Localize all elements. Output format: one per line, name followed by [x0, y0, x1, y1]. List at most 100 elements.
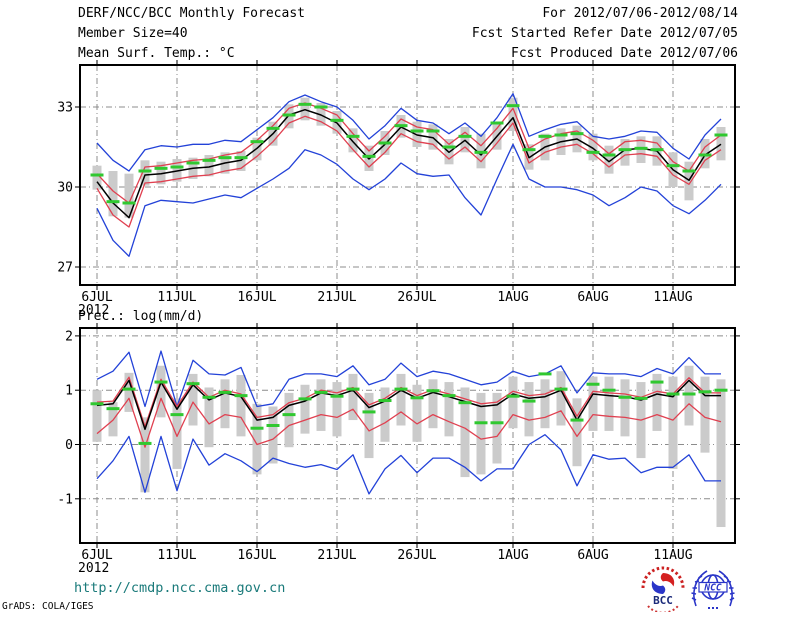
- spread-bar: [252, 403, 262, 475]
- observation-dash: [506, 394, 520, 398]
- observation-dash: [602, 388, 616, 392]
- observation-dash: [474, 421, 488, 425]
- observation-dash: [298, 102, 312, 106]
- bcc-arc-text-top: [641, 566, 685, 589]
- spread-bar: [588, 376, 598, 431]
- observation-dash: [698, 390, 712, 394]
- member-size-label: Member Size=40: [78, 26, 188, 41]
- observation-dash: [202, 158, 216, 162]
- observation-dash: [490, 121, 504, 125]
- spread-bar: [444, 382, 454, 437]
- observation-dash: [586, 382, 600, 386]
- spread-bar: [348, 373, 358, 421]
- spread-bar: [508, 97, 518, 131]
- spread-bar: [204, 154, 214, 177]
- spread-bar: [204, 387, 214, 448]
- spread-bar: [668, 376, 678, 469]
- spread-bar: [540, 379, 550, 429]
- precipitation-chart-title: Prec.: log(mm/d): [78, 309, 204, 324]
- spread-bar: [332, 382, 342, 437]
- ensemble-max-line: [96, 93, 722, 172]
- fcst-produced-date-label: Fcst Produced Date 2012/07/06: [511, 46, 738, 61]
- ensemble-median-line: [96, 379, 721, 431]
- spread-bar: [588, 133, 598, 161]
- spread-bar: [572, 398, 582, 467]
- x-tick-label: 21JUL: [317, 548, 356, 563]
- chart-frame: [79, 64, 736, 286]
- bcc-swirl-blue: [651, 580, 666, 594]
- observation-dash: [394, 124, 408, 128]
- spread-bar: [284, 392, 294, 448]
- observation-dash: [282, 413, 296, 417]
- page-title: DERF/NCC/BCC Monthly Forecast: [78, 6, 305, 21]
- spread-bar: [364, 392, 374, 459]
- ncc-wreath-left: [693, 570, 708, 607]
- upper-quartile-line: [96, 376, 721, 428]
- spread-bar: [604, 145, 614, 174]
- observation-dash: [186, 382, 200, 386]
- x-tick-label: 21JUL: [317, 290, 356, 305]
- observation-dash: [650, 380, 664, 384]
- spread-bar: [700, 376, 710, 453]
- observation-dash: [666, 164, 680, 168]
- observation-dash: [250, 140, 264, 144]
- spread-bar: [316, 379, 326, 431]
- observation-dash: [234, 394, 248, 398]
- spread-bar: [268, 406, 278, 464]
- ensemble-min-line: [96, 143, 722, 257]
- spread-bar: [620, 138, 630, 166]
- observation-dash: [426, 389, 440, 393]
- observation-dash: [314, 105, 328, 109]
- spread-bar: [716, 126, 726, 161]
- spread-bar: [524, 382, 534, 437]
- x-tick-label: 6JUL: [81, 290, 112, 305]
- y-tick-label: 2: [65, 329, 73, 344]
- observation-dash: [90, 402, 104, 406]
- observation-dash: [346, 134, 360, 138]
- x-tick-label: 11JUL: [157, 548, 196, 563]
- observation-dash: [714, 133, 728, 137]
- ensemble-max-line: [96, 350, 721, 408]
- observation-dash: [378, 141, 392, 145]
- observation-dash: [378, 399, 392, 403]
- x-tick-label: 1AUG: [497, 548, 528, 563]
- bcc-swirl-red: [660, 573, 675, 587]
- x-year-label: 2012: [78, 561, 109, 576]
- spread-bar: [140, 417, 150, 493]
- observation-dash: [618, 395, 632, 399]
- x-tick-label: 11AUG: [653, 548, 692, 563]
- observation-dash: [362, 410, 376, 414]
- observation-dash: [410, 396, 424, 400]
- observation-dash: [90, 173, 104, 177]
- observation-dash: [170, 413, 184, 417]
- spread-bar: [412, 384, 422, 442]
- observation-dash: [458, 401, 472, 405]
- observation-dash: [522, 399, 536, 403]
- spread-bar: [684, 365, 694, 426]
- spread-bar: [604, 376, 614, 431]
- spread-bar: [108, 170, 118, 217]
- x-tick-label: 26JUL: [397, 290, 436, 305]
- spread-bar: [124, 372, 134, 412]
- ncc-leaves-left: [691, 575, 703, 601]
- observation-dash: [330, 118, 344, 122]
- observation-dash: [186, 161, 200, 165]
- bcc-logo-text: BCC: [653, 594, 673, 607]
- observation-dash: [682, 392, 696, 396]
- ncc-logo-text: NCC: [703, 583, 721, 594]
- forecast-range-label: For 2012/07/06-2012/08/14: [542, 6, 738, 21]
- observation-dash: [570, 418, 584, 422]
- spread-bar: [460, 387, 470, 478]
- observation-dash: [154, 166, 168, 170]
- observation-dash: [106, 200, 120, 204]
- spread-bar: [620, 379, 630, 437]
- observation-dash: [714, 388, 728, 392]
- observation-dash: [490, 421, 504, 425]
- observation-dash: [250, 426, 264, 430]
- observation-dash: [170, 165, 184, 169]
- ncc-leaves-right: [723, 575, 735, 601]
- spread-bar: [236, 374, 246, 437]
- spread-bar: [124, 173, 134, 218]
- lower-quartile-line: [96, 397, 722, 448]
- observation-dash: [634, 146, 648, 150]
